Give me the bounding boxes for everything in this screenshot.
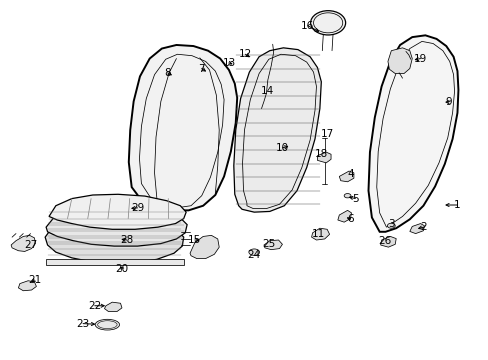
Text: 19: 19 [413, 54, 426, 64]
Text: 7: 7 [198, 64, 204, 73]
Text: 5: 5 [351, 194, 358, 203]
Text: 29: 29 [131, 203, 144, 213]
Polygon shape [380, 237, 395, 247]
Polygon shape [339, 171, 353, 182]
Text: 12: 12 [238, 49, 252, 59]
Ellipse shape [344, 194, 350, 198]
Polygon shape [190, 235, 219, 258]
Polygon shape [264, 240, 282, 249]
Polygon shape [19, 281, 36, 291]
Text: 13: 13 [222, 58, 235, 68]
Text: 23: 23 [76, 319, 89, 329]
Text: 1: 1 [453, 200, 460, 210]
Polygon shape [45, 217, 183, 263]
Ellipse shape [310, 11, 345, 35]
Polygon shape [104, 302, 122, 311]
Text: 28: 28 [120, 235, 133, 245]
Polygon shape [128, 45, 237, 210]
Polygon shape [337, 210, 351, 222]
Text: 14: 14 [261, 86, 274, 96]
Text: 25: 25 [262, 239, 275, 249]
Text: 17: 17 [320, 129, 333, 139]
Text: 26: 26 [377, 236, 390, 246]
Ellipse shape [248, 249, 259, 255]
Polygon shape [387, 48, 411, 73]
Text: 8: 8 [164, 68, 171, 78]
Polygon shape [11, 235, 35, 251]
Text: 4: 4 [346, 168, 353, 179]
Polygon shape [317, 152, 330, 163]
Polygon shape [368, 35, 458, 232]
Text: 24: 24 [247, 250, 260, 260]
Text: 2: 2 [419, 222, 426, 232]
Polygon shape [311, 228, 329, 240]
Polygon shape [233, 48, 321, 212]
Text: 15: 15 [188, 235, 201, 245]
Text: 20: 20 [115, 264, 128, 274]
Text: 27: 27 [24, 240, 37, 250]
Polygon shape [46, 207, 187, 246]
Text: 16: 16 [301, 21, 314, 31]
Text: 11: 11 [311, 229, 325, 239]
Text: 6: 6 [346, 214, 353, 224]
Ellipse shape [386, 223, 394, 228]
Text: 22: 22 [88, 301, 101, 311]
Ellipse shape [95, 319, 119, 330]
Text: 10: 10 [275, 143, 288, 153]
Text: 21: 21 [28, 275, 41, 285]
Polygon shape [49, 194, 186, 229]
Text: 9: 9 [445, 97, 451, 107]
Text: 3: 3 [387, 219, 394, 229]
Text: 18: 18 [314, 149, 327, 159]
Polygon shape [46, 259, 183, 265]
Polygon shape [409, 224, 424, 234]
